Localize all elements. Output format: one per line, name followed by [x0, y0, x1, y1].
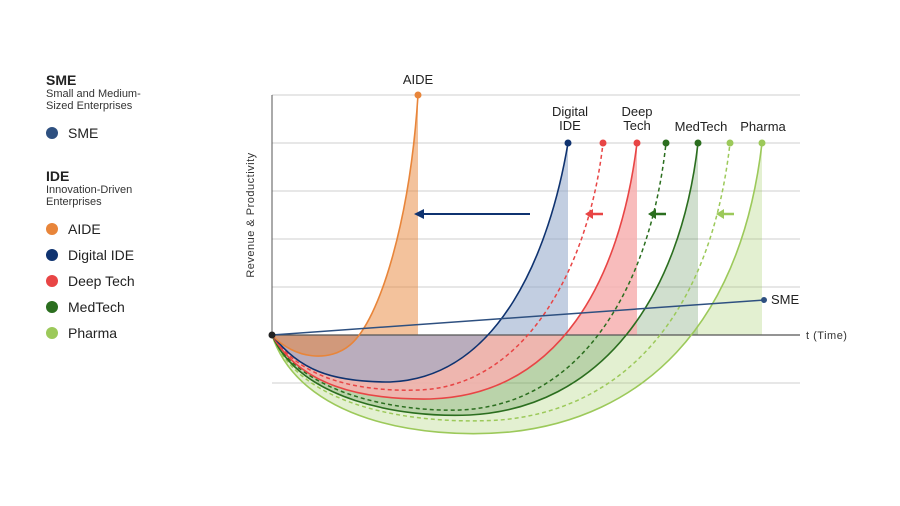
legend-swatch-sme [46, 127, 58, 139]
legend-subtitle-sme-line1: Small and Medium- [46, 88, 141, 100]
line-pharma [271, 142, 763, 435]
marker-pharma [758, 139, 766, 147]
marker-aide [414, 91, 422, 99]
grid [272, 94, 800, 384]
marker-origin [268, 331, 276, 339]
legend: SME Small and Medium- Sized Enterprises … [46, 72, 216, 368]
line-pharma-dashed [271, 142, 731, 422]
marker-medtech-dashed [662, 139, 670, 147]
markers [268, 91, 767, 339]
marker-sme [761, 297, 767, 303]
legend-title-sme: SME [46, 72, 77, 88]
arrow-digital-to-aide-head [414, 209, 424, 219]
x-axis-label: t (Time) [806, 330, 847, 342]
series-label-deep-tech-line1: Deep [621, 104, 652, 119]
legend-group-ide: IDE Innovation-Driven Enterprises AIDE D… [46, 168, 216, 346]
marker-deep-tech-dashed [599, 139, 607, 147]
series-label-pharma: Pharma [740, 119, 786, 134]
series-lines [271, 94, 765, 435]
series-label-medtech: MedTech [675, 119, 728, 134]
arrow-pharma-head [716, 209, 724, 219]
legend-swatch-pharma [46, 327, 58, 339]
area-aide [272, 95, 418, 357]
legend-subtitle-ide: Innovation-Driven Enterprises [46, 184, 216, 208]
legend-item-sme: SME [46, 120, 216, 146]
marker-digital-ide [564, 139, 572, 147]
line-sme [271, 299, 765, 336]
legend-swatch-medtech [46, 301, 58, 313]
line-medtech [271, 142, 699, 417]
shift-arrows [414, 209, 734, 219]
legend-label-medtech: MedTech [68, 299, 125, 315]
legend-label-deep-tech: Deep Tech [68, 273, 135, 289]
legend-swatch-digital-ide [46, 249, 58, 261]
marker-deep-tech [633, 139, 641, 147]
series-label-digital-ide-line1: Digital [552, 104, 588, 119]
arrow-medtech-head [648, 209, 656, 219]
arrow-deep-tech-head [585, 209, 593, 219]
legend-subtitle-ide-line2: Enterprises [46, 196, 102, 208]
legend-item-pharma: Pharma [46, 320, 216, 346]
legend-item-medtech: MedTech [46, 294, 216, 320]
y-axis-label: Revenue & Productivity [245, 152, 257, 277]
legend-item-digital-ide: Digital IDE [46, 242, 216, 268]
series-label-sme: SME [771, 292, 800, 307]
legend-item-deep-tech: Deep Tech [46, 268, 216, 294]
legend-label-aide: AIDE [68, 221, 101, 237]
legend-label-sme: SME [68, 125, 99, 141]
legend-subtitle-sme: Small and Medium- Sized Enterprises [46, 88, 216, 112]
legend-swatch-deep-tech [46, 275, 58, 287]
legend-title-ide: IDE [46, 168, 70, 184]
legend-group-sme: SME Small and Medium- Sized Enterprises … [46, 72, 216, 146]
line-deep-tech [271, 142, 638, 400]
legend-item-aide: AIDE [46, 216, 216, 242]
marker-pharma-dashed [726, 139, 734, 147]
series-label-digital-ide-line2: IDE [559, 118, 581, 133]
legend-label-pharma: Pharma [68, 325, 118, 341]
legend-subtitle-ide-line1: Innovation-Driven [46, 184, 133, 196]
series-label-aide: AIDE [403, 72, 434, 87]
legend-swatch-aide [46, 223, 58, 235]
line-digital-ide [271, 142, 569, 383]
line-medtech-dashed [271, 142, 667, 411]
line-deep-tech-dashed [271, 142, 604, 391]
legend-subtitle-sme-line2: Sized Enterprises [46, 100, 133, 112]
series-label-deep-tech-line2: Tech [623, 118, 650, 133]
legend-label-digital-ide: Digital IDE [68, 247, 135, 263]
marker-medtech [694, 139, 702, 147]
area-digital-ide [272, 143, 568, 382]
